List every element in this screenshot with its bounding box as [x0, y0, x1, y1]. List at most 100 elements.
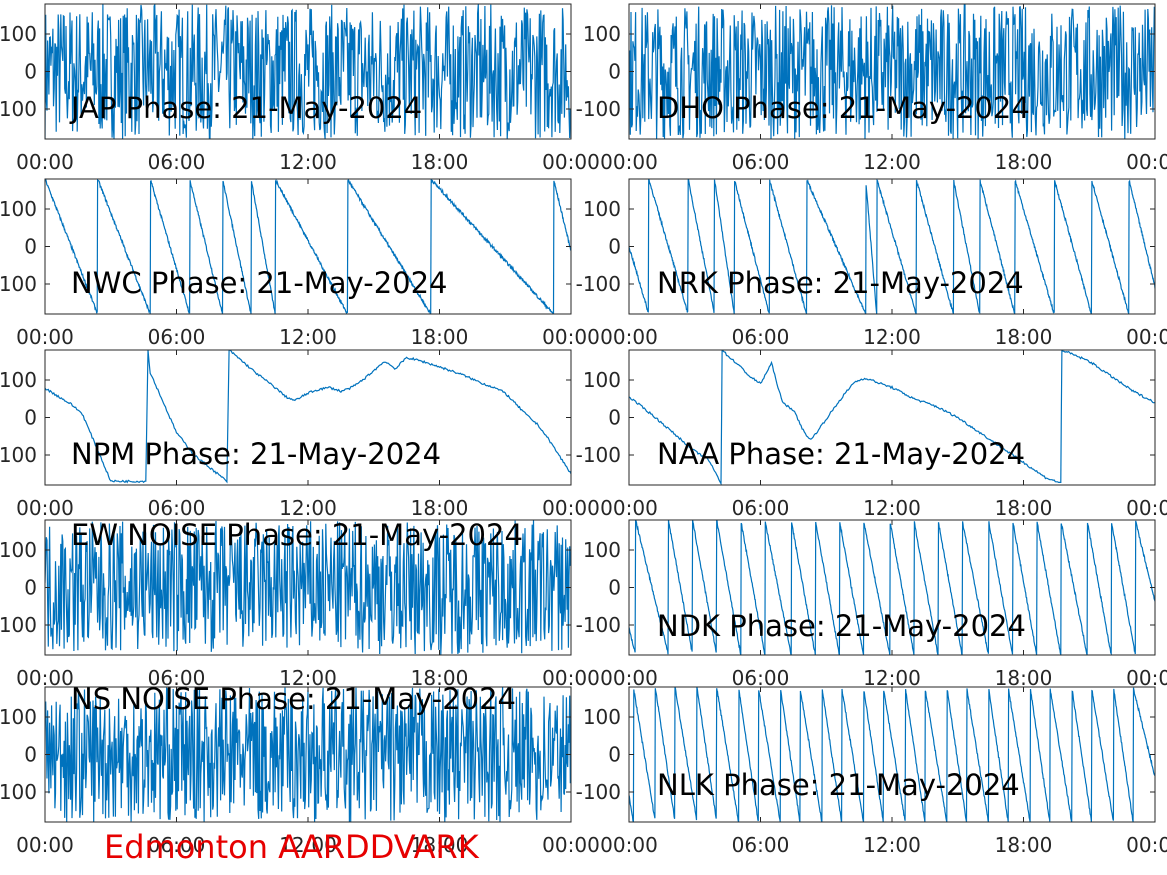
ytick-label-4-2: -100 — [0, 443, 37, 467]
panel-title-5: NAA Phase: 21-May-2024 — [657, 437, 1025, 471]
xtick-label-4-4: 00:00 — [542, 496, 600, 520]
xtick-label-8-0: 00:00 — [16, 833, 74, 857]
ytick-label-1-1: 0 — [608, 60, 621, 84]
phase-trace-4 — [45, 350, 571, 484]
panel-3: 100 0 -100 00:00 06:00 12:00 18:00 00:00 NRK Pha… — [576, 178, 1167, 349]
ytick-label-0-1: 0 — [24, 60, 37, 84]
xtick-label-2-1: 06:00 — [148, 325, 206, 349]
ytick-label-2-2: -100 — [0, 272, 37, 296]
panel-5: 100 0 -100 00:00 06:00 12:00 18:00 00:00 NAA Pha… — [576, 349, 1167, 520]
panel-title-1: DHO Phase: 21-May-2024 — [657, 91, 1030, 125]
ytick-label-0-2: -100 — [0, 97, 37, 121]
xtick-label-7-2: 12:00 — [863, 666, 921, 690]
panel-title-3: NRK Phase: 21-May-2024 — [657, 266, 1024, 300]
xtick-label-3-1: 06:00 — [732, 325, 790, 349]
xtick-label-5-0: 00:00 — [600, 496, 658, 520]
panel-9: 100 0 -100 00:00 06:00 12:00 18:00 00:00 NLK Pha… — [576, 686, 1167, 857]
xtick-label-0-1: 06:00 — [148, 150, 206, 174]
phase-trace-3 — [629, 179, 1155, 314]
ytick-label-3-2: -100 — [576, 272, 621, 296]
xtick-label-8-3: 18:00 — [411, 833, 469, 857]
panel-0: 100 0 -100 00:00 06:00 12:00 18:00 00:00 JAP Pha… — [0, 3, 600, 174]
ytick-label-9-2: -100 — [576, 780, 621, 804]
ytick-label-7-0: 100 — [583, 538, 621, 562]
ytick-label-8-2: -100 — [0, 780, 37, 804]
xtick-label-8-2: 12:00 — [279, 833, 337, 857]
xtick-label-5-3: 18:00 — [995, 496, 1053, 520]
xtick-label-9-1: 06:00 — [732, 833, 790, 857]
panel-6: 100 0 -100 00:00 06:00 12:00 18:00 00:00 EW NOIS… — [0, 518, 600, 690]
xtick-label-7-3: 18:00 — [995, 666, 1053, 690]
panel-4: 100 0 -100 00:00 06:00 12:00 18:00 00:00 NPM Pha… — [0, 349, 600, 520]
xtick-label-7-1: 06:00 — [732, 666, 790, 690]
xtick-label-0-4: 00:00 — [542, 150, 600, 174]
phase-trace-8 — [45, 687, 571, 822]
phase-trace-0 — [45, 4, 571, 139]
xtick-label-3-3: 18:00 — [995, 325, 1053, 349]
ytick-label-9-0: 100 — [583, 705, 621, 729]
xtick-label-8-1: 06:00 — [148, 833, 206, 857]
phase-trace-9 — [629, 687, 1155, 822]
xtick-label-7-4: 00:00 — [1126, 666, 1167, 690]
xtick-label-9-3: 18:00 — [995, 833, 1053, 857]
xtick-label-4-2: 12:00 — [279, 496, 337, 520]
panel-title-6: EW NOISE Phase: 21-May-2024 — [71, 518, 523, 552]
ytick-label-7-2: -100 — [576, 613, 621, 637]
ytick-label-9-1: 0 — [608, 743, 621, 767]
xtick-label-6-3: 18:00 — [411, 666, 469, 690]
ytick-label-3-1: 0 — [608, 235, 621, 259]
panel-title-2: NWC Phase: 21-May-2024 — [71, 266, 448, 300]
xtick-label-3-4: 00:00 — [1126, 325, 1167, 349]
ytick-label-6-0: 100 — [0, 538, 37, 562]
panel-7: 100 0 -100 00:00 06:00 12:00 18:00 00:00 NDK Pha… — [576, 519, 1167, 690]
xtick-label-1-1: 06:00 — [732, 150, 790, 174]
ytick-label-7-1: 0 — [608, 576, 621, 600]
xtick-label-5-2: 12:00 — [863, 496, 921, 520]
ytick-label-5-1: 0 — [608, 406, 621, 430]
ytick-label-5-0: 100 — [583, 368, 621, 392]
ytick-label-0-0: 100 — [0, 22, 37, 46]
ytick-label-2-1: 0 — [24, 235, 37, 259]
panel-2: 100 0 -100 00:00 06:00 12:00 18:00 00:00 NWC Pha… — [0, 178, 600, 349]
xtick-label-3-2: 12:00 — [863, 325, 921, 349]
xtick-label-0-3: 18:00 — [411, 150, 469, 174]
ytick-label-4-1: 0 — [24, 406, 37, 430]
xtick-label-6-2: 12:00 — [279, 666, 337, 690]
ytick-label-2-0: 100 — [0, 197, 37, 221]
xtick-label-3-0: 00:00 — [600, 325, 658, 349]
xtick-label-2-0: 00:00 — [16, 325, 74, 349]
xtick-label-0-0: 00:00 — [16, 150, 74, 174]
ytick-label-1-0: 100 — [583, 22, 621, 46]
phase-trace-2 — [45, 179, 571, 314]
ytick-label-4-0: 100 — [0, 368, 37, 392]
xtick-label-6-0: 00:00 — [16, 666, 74, 690]
ytick-label-3-0: 100 — [583, 197, 621, 221]
xtick-label-4-0: 00:00 — [16, 496, 74, 520]
xtick-label-4-1: 06:00 — [148, 496, 206, 520]
panel-title-9: NLK Phase: 21-May-2024 — [657, 768, 1020, 802]
panel-title-8: NS NOISE Phase: 21-May-2024 — [71, 682, 516, 716]
xtick-label-7-0: 00:00 — [600, 666, 658, 690]
xtick-label-1-0: 00:00 — [600, 150, 658, 174]
xtick-label-2-2: 12:00 — [279, 325, 337, 349]
panel-title-0: JAP Phase: 21-May-2024 — [69, 91, 422, 125]
panel-title-4: NPM Phase: 21-May-2024 — [71, 437, 441, 471]
ytick-label-8-0: 100 — [0, 705, 37, 729]
xtick-label-9-4: 00:00 — [1126, 833, 1167, 857]
xtick-label-9-2: 12:00 — [863, 833, 921, 857]
xtick-label-2-4: 00:00 — [542, 325, 600, 349]
xtick-label-4-3: 18:00 — [411, 496, 469, 520]
xtick-label-1-2: 12:00 — [863, 150, 921, 174]
panel-title-7: NDK Phase: 21-May-2024 — [657, 609, 1026, 643]
ytick-label-1-2: -100 — [576, 97, 621, 121]
xtick-label-1-3: 18:00 — [995, 150, 1053, 174]
xtick-label-2-3: 18:00 — [411, 325, 469, 349]
xtick-label-5-1: 06:00 — [732, 496, 790, 520]
phase-trace-5 — [629, 350, 1155, 485]
panel-8: 100 0 -100 00:00 06:00 12:00 18:00 00:00 NS NOIS… — [0, 682, 600, 857]
figure-label: Edmonton AARDDVARK — [104, 828, 479, 866]
phase-trace-6 — [45, 520, 571, 655]
xtick-label-1-4: 00:00 — [1126, 150, 1167, 174]
xtick-label-6-1: 06:00 — [148, 666, 206, 690]
